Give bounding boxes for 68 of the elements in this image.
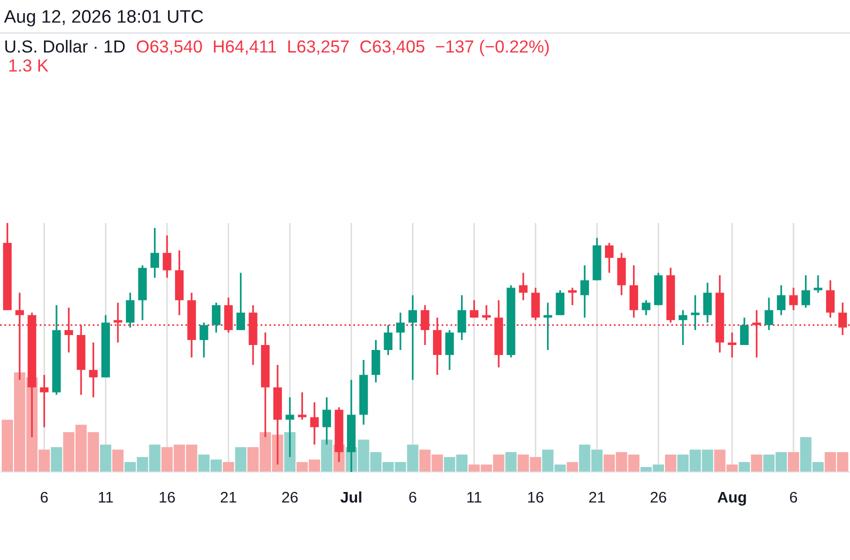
candlestick: [89, 342, 98, 398]
candlestick: [728, 332, 736, 358]
candlestick: [580, 264, 589, 318]
text: U.S. Dollar · 1D: [5, 40, 125, 53]
candlestick: [200, 322, 208, 358]
text: L63,257: [288, 40, 349, 55]
text: Aug 12, 2026 18:01 UTC: [4, 10, 204, 26]
bar: [284, 432, 296, 472]
bar: [222, 462, 234, 472]
candlestick: [789, 286, 798, 311]
candlestick: [814, 274, 822, 294]
candlestick: [236, 272, 246, 331]
text: O63,540: [136, 40, 202, 55]
candlestick: [776, 284, 786, 316]
candlestick: [826, 279, 835, 318]
x-tick-label: 6: [40, 492, 48, 503]
candlestick: [445, 329, 454, 371]
x-tick-label: 6: [409, 492, 416, 503]
candlestick: [212, 302, 220, 334]
candlestick: [482, 304, 491, 321]
bar: [788, 452, 800, 472]
x-tick-label: 21: [589, 492, 605, 503]
candlestick: [518, 272, 528, 302]
candlestick: [310, 401, 319, 446]
candlestick: [642, 299, 650, 316]
bar: [50, 447, 62, 472]
x-tick-label: Aug: [718, 492, 746, 506]
candlestick: [568, 286, 577, 306]
candlestick: [703, 282, 712, 324]
candlestick: [678, 309, 688, 346]
bar: [566, 462, 578, 472]
x-tick-label: Jul: [340, 491, 362, 503]
candlestick: [604, 242, 614, 274]
x-tick-label: 11: [98, 492, 113, 503]
candlestick: [544, 302, 552, 351]
bar: [321, 440, 332, 472]
candlestick: [764, 296, 774, 331]
bar: [750, 454, 762, 472]
candlestick: [298, 391, 306, 421]
x-tick-label: 11: [467, 492, 482, 503]
candlestick: [458, 294, 466, 341]
x-tick-label: 26: [650, 492, 666, 503]
candlestick: [40, 374, 49, 428]
bar: [112, 450, 124, 472]
x-tick-label: 21: [220, 492, 236, 503]
candlestick: [162, 234, 172, 279]
x-tick-label: 16: [160, 492, 175, 503]
x-tick-label: 16: [528, 492, 544, 503]
x-tick-label: 26: [282, 492, 298, 503]
candlestick: [740, 316, 749, 346]
candlestick: [150, 227, 160, 279]
candlestick: [126, 292, 134, 328]
candlestick: [556, 289, 564, 316]
candlestick: [396, 312, 405, 351]
candlestick: [801, 274, 810, 308]
bar: [235, 447, 246, 472]
bar: [665, 454, 676, 472]
candlestick: [690, 294, 700, 331]
bar: [505, 452, 517, 472]
text: H64,411: [214, 40, 276, 55]
bar: [738, 462, 750, 472]
bar: [100, 444, 112, 472]
text: C63,405: [360, 40, 424, 55]
x-tick-label: 6: [790, 492, 798, 503]
text: −137 (−0.22%): [436, 40, 549, 56]
text: 1.3 K: [9, 59, 48, 72]
candlestick: [470, 299, 478, 318]
candlestick: [384, 324, 392, 356]
